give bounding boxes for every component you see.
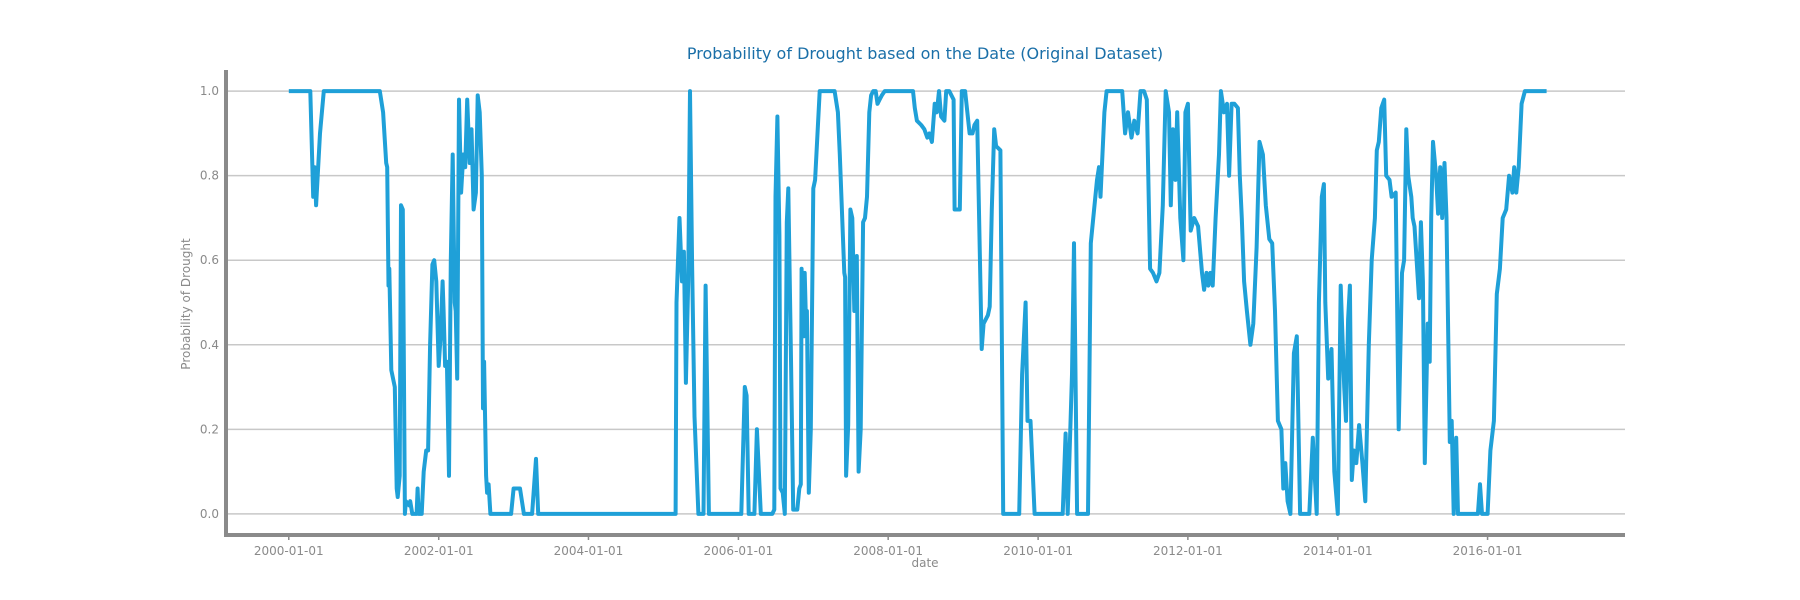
x-tick-label: 2008-01-01 — [853, 544, 923, 558]
y-tick-label: 0.0 — [200, 507, 219, 521]
y-tick-label: 0.2 — [200, 422, 219, 436]
y-axis-ticks: 0.0 0.2 0.4 0.6 0.8 1.0 — [200, 84, 219, 521]
series-line — [288, 89, 1547, 516]
x-tick-label: 2014-01-01 — [1303, 544, 1373, 558]
y-tick-label: 0.4 — [200, 338, 219, 352]
series-layer — [288, 89, 1547, 516]
x-tick-label: 2012-01-01 — [1153, 544, 1223, 558]
y-axis-label: Probability of Drought — [179, 238, 193, 370]
x-tick-label: 2002-01-01 — [404, 544, 474, 558]
x-tick-label: 2016-01-01 — [1453, 544, 1523, 558]
y-tick-label: 1.0 — [200, 84, 219, 98]
y-tick-label: 0.8 — [200, 169, 219, 183]
x-tick-label: 2010-01-01 — [1003, 544, 1073, 558]
x-axis-label: date — [911, 556, 938, 570]
chart-title: Probability of Drought based on the Date… — [687, 44, 1163, 63]
x-axis-ticks: 2000-01-01 2002-01-01 2004-01-01 2006-01-01… — [254, 535, 1523, 558]
x-tick-label: 2000-01-01 — [254, 544, 324, 558]
y-tick-label: 0.6 — [200, 253, 219, 267]
x-tick-label: 2004-01-01 — [554, 544, 624, 558]
x-tick-label: 2006-01-01 — [704, 544, 774, 558]
